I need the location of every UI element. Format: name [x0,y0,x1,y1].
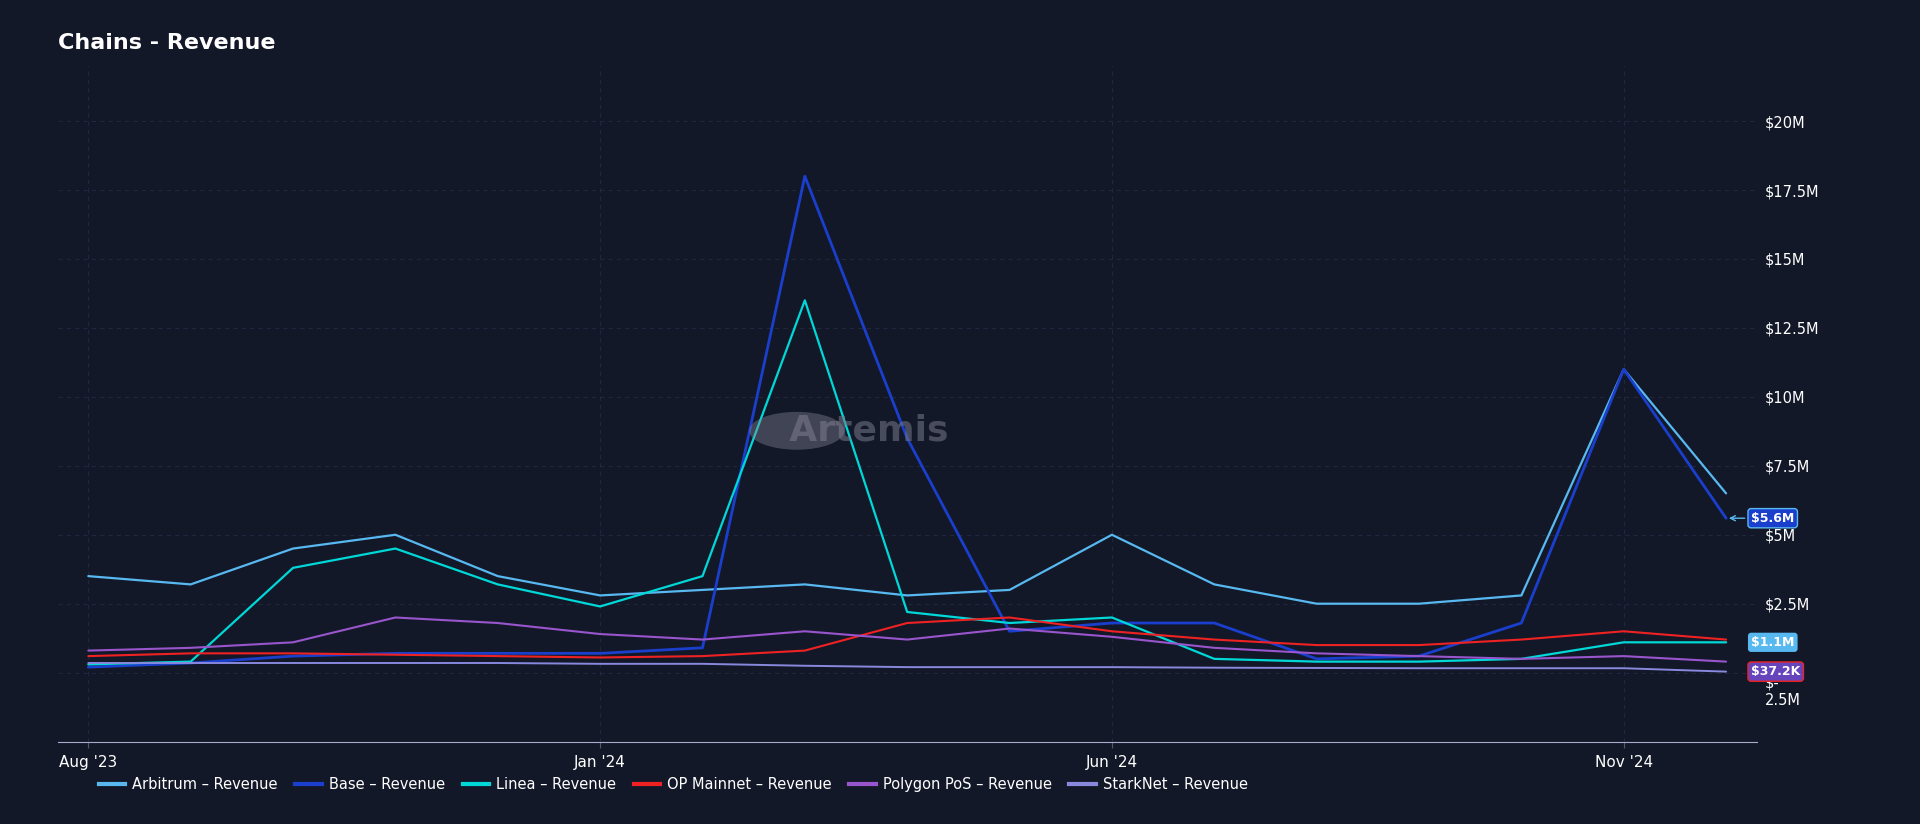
Text: Artemis: Artemis [764,414,948,447]
Text: $-
2.5M: $- 2.5M [1764,676,1801,708]
Text: $37.2K: $37.2K [1751,665,1801,678]
Circle shape [749,412,845,450]
Text: $1.1M: $1.1M [1751,636,1795,648]
Legend: Arbitrum – Revenue, Base – Revenue, Linea – Revenue, OP Mainnet – Revenue, Polyg: Arbitrum – Revenue, Base – Revenue, Line… [98,777,1248,792]
Text: $5.6M: $5.6M [1730,512,1795,525]
Text: Chains - Revenue: Chains - Revenue [58,33,275,53]
